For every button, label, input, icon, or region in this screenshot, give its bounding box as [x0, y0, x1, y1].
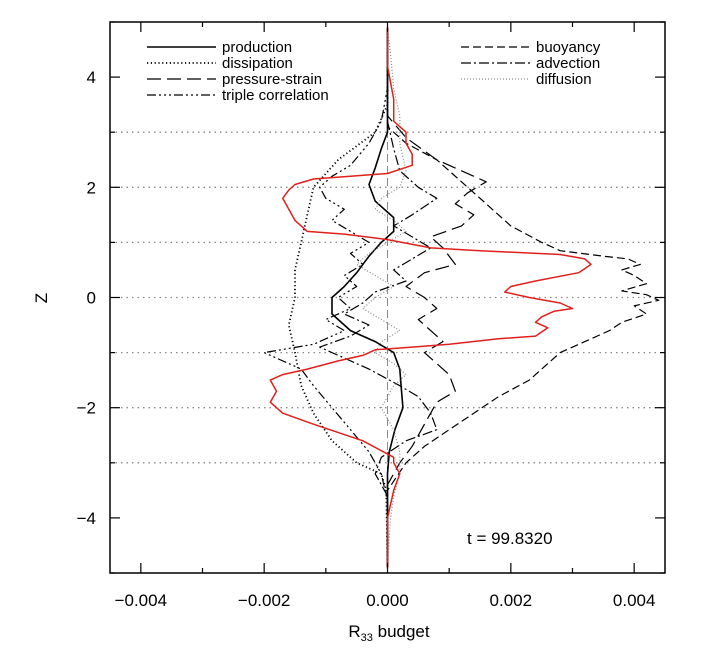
series-line-production: [331, 27, 404, 568]
y-tick-label: −4: [77, 509, 96, 528]
x-tick-label: 0.000: [366, 591, 409, 610]
legend-label: diffusion: [536, 71, 592, 88]
time-annotation: t = 99.8320: [467, 529, 553, 548]
legend-label: advection: [536, 55, 600, 72]
legend-label: triple correlation: [222, 87, 329, 104]
x-axis-label-main: R: [348, 622, 360, 641]
legend-label: dissipation: [222, 55, 293, 72]
y-axis-label: Z: [32, 293, 51, 303]
legend-label: buoyancy: [536, 39, 601, 56]
series-line-total-7: [269, 27, 592, 568]
x-tick-label: 0.002: [490, 591, 533, 610]
y-tick-label: 2: [87, 178, 96, 197]
x-tick-label: −0.004: [115, 591, 167, 610]
legend: productiondissipationpressure-straintrip…: [147, 39, 601, 104]
x-axis-label-subscript: 33: [361, 632, 373, 644]
reference-lines: [110, 131, 665, 464]
legend-label: pressure-strain: [222, 71, 322, 88]
y-tick-label: 0: [87, 289, 96, 308]
series-line-pressure-strain: [386, 27, 487, 568]
x-axis-label: R33 budget: [348, 622, 430, 644]
y-tick-label: −2: [77, 399, 96, 418]
series-line-diffusion: [356, 27, 407, 568]
x-tick-label: −0.002: [238, 591, 290, 610]
y-tick-label: 4: [87, 68, 96, 87]
series-line-buoyancy: [386, 27, 660, 568]
series-line-advection: [319, 27, 438, 568]
legend-label: production: [222, 39, 292, 56]
x-tick-label: 0.004: [613, 591, 656, 610]
series-line-triple-correlation: [263, 27, 389, 568]
axis-ticks: −0.004 −0.002 0.000 0.002 0.004 −4 −2 0 2 4: [77, 21, 665, 610]
series-layer: [263, 27, 660, 568]
x-axis-label-suffix: budget: [373, 622, 430, 641]
